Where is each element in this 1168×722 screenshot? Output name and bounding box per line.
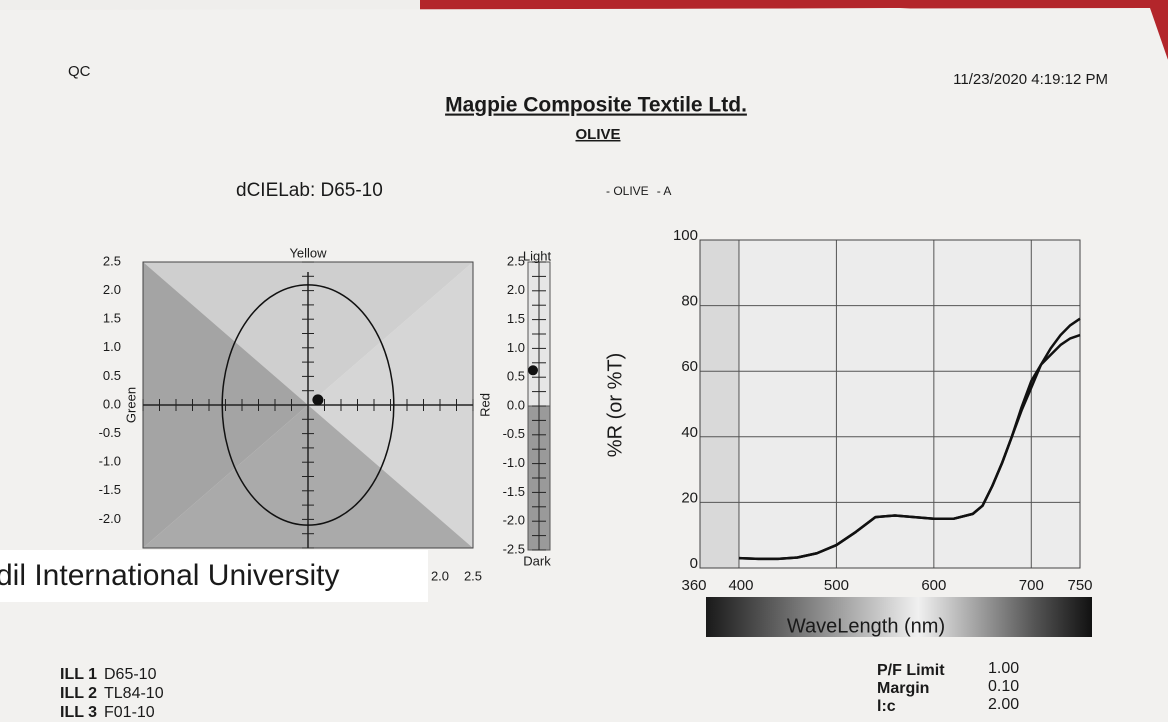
setting-value: 1.00: [988, 660, 1019, 677]
y-tick-label: 2.5: [103, 253, 121, 268]
setting-label: l:c: [877, 698, 896, 715]
x-axis-label: WaveLength (nm): [787, 615, 945, 637]
y-tick-label: -2.0: [99, 511, 121, 526]
illuminant-value: TL84-10: [104, 685, 164, 702]
bottom-label: Dark: [523, 553, 551, 568]
x-tick-label: 500: [824, 577, 849, 594]
page: QC 11/23/2020 4:19:12 PM Magpie Composit…: [0, 0, 1168, 722]
axis-label: Yellow: [289, 245, 327, 260]
y-tick-label: 60: [681, 358, 698, 375]
y-tick-label: 1.5: [507, 311, 525, 326]
report: QC 11/23/2020 4:19:12 PM Magpie Composit…: [0, 0, 1168, 722]
y-tick-label: 1.0: [507, 340, 525, 355]
y-tick-label: -1.0: [99, 454, 121, 469]
y-tick-label: 20: [681, 489, 698, 506]
top-label: Light: [523, 248, 552, 263]
illuminant-label: ILL 3: [60, 704, 97, 721]
y-tick-label: 0: [690, 555, 698, 572]
sample-point: [312, 394, 323, 405]
y-tick-label: -1.5: [99, 482, 121, 497]
standard: OLIVE: [575, 126, 620, 143]
legend-entry: - A: [657, 184, 672, 198]
company: Magpie Composite Textile Ltd.: [445, 94, 747, 117]
y-tick-label: 100: [673, 227, 698, 244]
y-tick-label: 40: [681, 424, 698, 441]
y-tick-label: -1.5: [503, 484, 525, 499]
setting-value: 2.00: [988, 696, 1019, 713]
y-tick-label: -0.5: [503, 426, 525, 441]
y-tick-label: -2.5: [503, 541, 525, 556]
qc-label: QC: [68, 63, 91, 80]
x-tick-label: 400: [728, 577, 753, 594]
y-tick-label: -0.5: [99, 425, 121, 440]
datetime: 11/23/2020 4:19:12 PM: [953, 71, 1108, 88]
axis-label: Red: [477, 393, 492, 417]
y-tick-label: 0.5: [507, 369, 525, 384]
y-tick-label: -2.0: [503, 513, 525, 528]
y-tick-label: 2.0: [507, 282, 525, 297]
x-tick-label: 2.0: [431, 568, 449, 583]
lab-title: dCIELab: D65-10: [236, 180, 383, 201]
y-tick-label: -1.0: [503, 455, 525, 470]
setting-value: 0.10: [988, 678, 1019, 695]
x-tick-label: 2.5: [464, 568, 482, 583]
plot-inner: [739, 240, 1080, 568]
axis-label: Green: [123, 387, 138, 423]
illuminant-label: ILL 2: [60, 685, 97, 702]
y-tick-label: 1.0: [103, 339, 121, 354]
y-tick-label: 0.5: [103, 368, 121, 383]
illuminant-value: D65-10: [104, 666, 157, 683]
y-axis-label: %R (or %T): [604, 353, 626, 457]
y-tick-label: 80: [681, 293, 698, 310]
y-tick-label: 2.0: [103, 282, 121, 297]
illuminant-value: F01-10: [104, 704, 155, 721]
y-tick-label: 0.0: [507, 397, 525, 412]
x-tick-label: 750: [1067, 577, 1092, 594]
watermark: dil International University: [0, 559, 340, 592]
y-tick-label: 1.5: [103, 311, 121, 326]
lightness-point: [528, 365, 538, 375]
legend-entry: - OLIVE: [606, 184, 649, 198]
x-tick-label: 600: [921, 577, 946, 594]
y-tick-label: 0.0: [103, 396, 121, 411]
setting-label: P/F Limit: [877, 662, 945, 679]
x-tick-label: 700: [1019, 577, 1044, 594]
x-tick-label: 360: [681, 577, 706, 594]
setting-label: Margin: [877, 680, 929, 697]
illuminant-label: ILL 1: [60, 666, 97, 683]
